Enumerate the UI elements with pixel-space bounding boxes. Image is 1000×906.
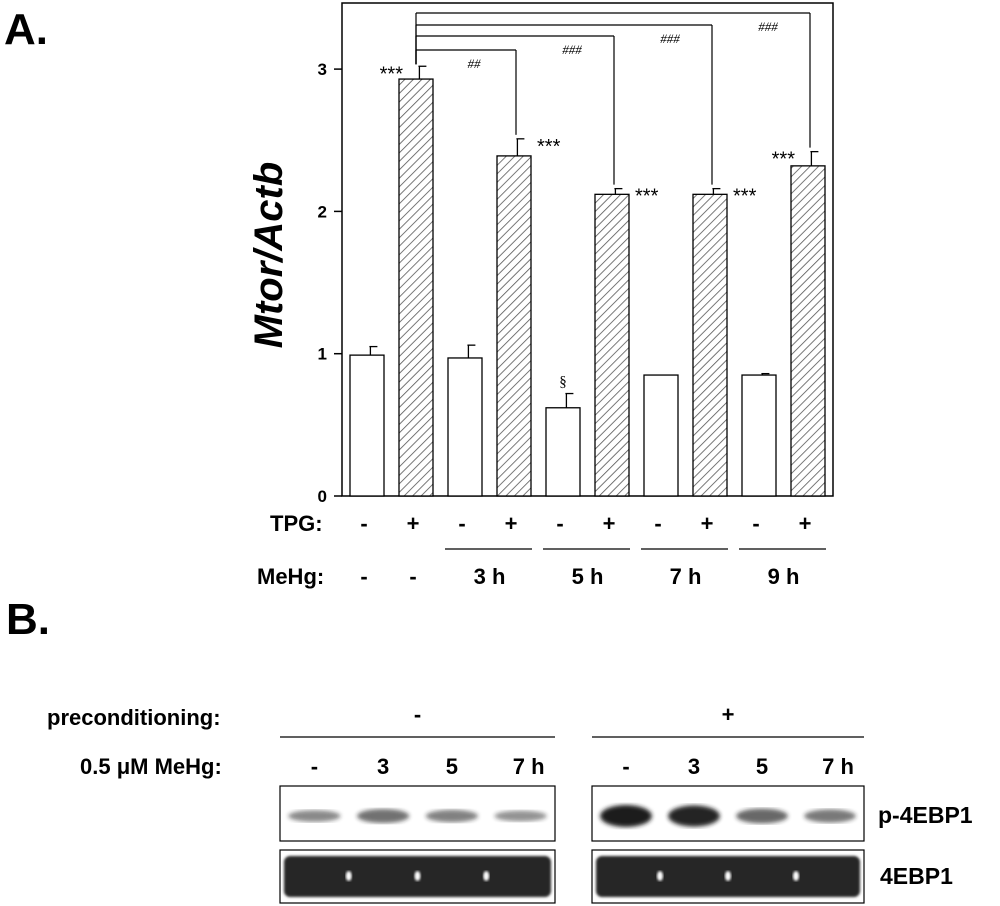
tpg-value: - <box>556 511 563 536</box>
lane-gap <box>657 871 663 881</box>
lane-gap <box>483 871 490 881</box>
panel-b-label: B. <box>6 595 50 644</box>
mehg-group-label: 9 h <box>768 564 800 589</box>
mehg-group-label: 5 h <box>572 564 604 589</box>
lane-gap <box>345 871 352 881</box>
mehg-value: - <box>409 564 416 589</box>
bracket-label: ## <box>468 56 482 71</box>
y-tick-label: 0 <box>318 487 327 506</box>
mehg-group-label: 3 h <box>474 564 506 589</box>
band-p4ebp1 <box>288 810 341 822</box>
lane-gap <box>725 871 731 881</box>
significance-mark: *** <box>635 186 659 208</box>
lane-label: 7 h <box>822 754 854 779</box>
mehg-group-label: 7 h <box>670 564 702 589</box>
y-tick-label: 3 <box>318 60 327 79</box>
preconditioning-label: preconditioning: <box>47 705 221 730</box>
y-axis-label: Mtor/Actb <box>247 162 291 349</box>
significance-mark: § <box>559 374 567 390</box>
tpg-value: + <box>505 511 518 536</box>
lane-label: 3 <box>688 754 700 779</box>
dose-label: 0.5 μM MeHg: <box>80 754 222 779</box>
significance-mark: *** <box>733 186 757 208</box>
lane-label: - <box>622 754 629 779</box>
bracket-label: ### <box>758 19 778 34</box>
band-p4ebp1 <box>425 809 478 823</box>
preconditioning-value: - <box>414 702 421 727</box>
lane-label: 5 <box>756 754 768 779</box>
lane-label: 5 <box>446 754 458 779</box>
row-label-p4ebp1: p-4EBP1 <box>878 802 973 828</box>
tpg-row-label: TPG: <box>270 511 323 536</box>
lane-gap <box>414 871 421 881</box>
mehg-value: - <box>360 564 367 589</box>
band-p4ebp1 <box>668 805 720 827</box>
bar <box>398 78 434 497</box>
tpg-value: - <box>458 511 465 536</box>
bracket-label: ### <box>562 42 582 57</box>
band-p4ebp1 <box>494 810 547 822</box>
y-tick-label: 2 <box>318 202 327 221</box>
tpg-value: + <box>603 511 616 536</box>
row-label-4ebp1: 4EBP1 <box>880 863 953 889</box>
panel-a-label: A. <box>4 5 48 54</box>
preconditioning-value: + <box>722 702 735 727</box>
tpg-value: - <box>654 511 661 536</box>
mehg-row-label: MeHg: <box>257 564 324 589</box>
lane-label: - <box>311 754 318 779</box>
bar <box>692 193 728 497</box>
bar <box>349 354 385 497</box>
tpg-value: - <box>752 511 759 536</box>
tpg-value: + <box>799 511 812 536</box>
lane-gap <box>793 871 799 881</box>
bracket-label: ### <box>660 31 680 46</box>
bar <box>643 374 679 497</box>
tpg-value: + <box>701 511 714 536</box>
significance-mark: *** <box>380 63 404 85</box>
significance-mark: *** <box>537 136 561 158</box>
lane-label: 3 <box>377 754 389 779</box>
bar <box>496 155 532 497</box>
significance-mark: *** <box>772 149 796 171</box>
bar <box>594 193 630 497</box>
bar <box>741 374 777 497</box>
bar <box>447 357 483 497</box>
tpg-value: + <box>407 511 420 536</box>
bar <box>790 165 826 497</box>
lane-label: 7 h <box>513 754 545 779</box>
band-p4ebp1 <box>804 809 856 823</box>
tpg-value: - <box>360 511 367 536</box>
y-tick-label: 1 <box>318 345 327 364</box>
band-p4ebp1 <box>357 809 410 823</box>
band-p4ebp1 <box>736 808 788 824</box>
band-p4ebp1 <box>600 805 652 827</box>
plot-frame <box>341 2 834 497</box>
bar <box>545 407 581 497</box>
